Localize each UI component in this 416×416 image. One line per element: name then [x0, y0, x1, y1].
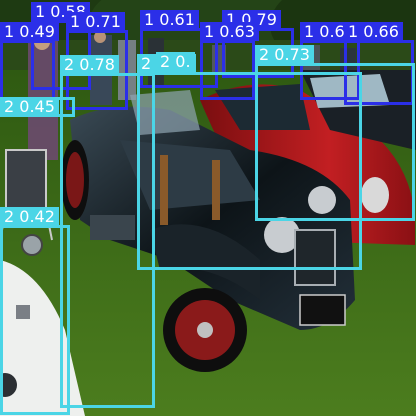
folding-chair	[0, 149, 53, 241]
white-car	[0, 234, 85, 416]
black-roadster	[61, 90, 355, 372]
